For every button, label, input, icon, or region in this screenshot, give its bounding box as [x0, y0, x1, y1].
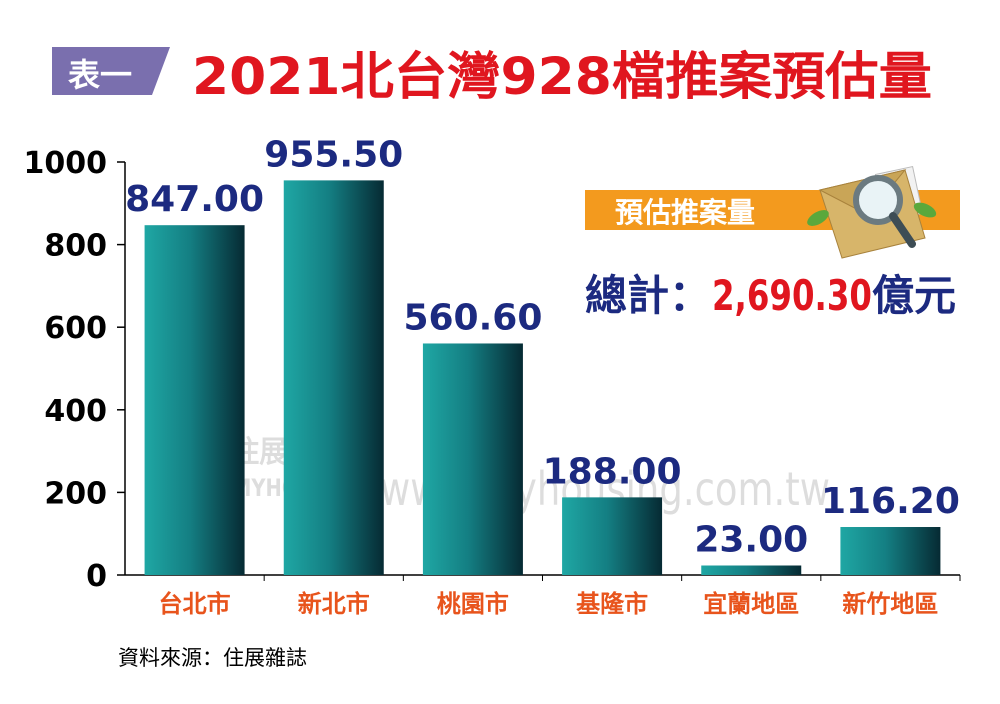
y-tick-label: 600	[44, 311, 107, 346]
data-label: 847.00	[125, 179, 264, 220]
y-tick-label: 800	[44, 229, 107, 264]
chart-header: 表一 2021北台灣928檔推案預估量	[52, 47, 932, 107]
y-tick-label: 0	[86, 559, 107, 594]
bar	[701, 565, 802, 575]
x-tick-label: 桃園市	[437, 590, 509, 618]
bar	[562, 497, 663, 575]
document-search-icon	[807, 165, 937, 259]
y-tick-label: 1000	[24, 146, 108, 181]
bar	[422, 343, 523, 575]
x-tick-label: 台北市	[159, 590, 231, 618]
data-label: 116.20	[821, 481, 960, 522]
summary-total-unit: 億元	[872, 271, 956, 320]
source-note: 資料來源：住展雜誌	[118, 646, 307, 670]
x-tick-label: 新北市	[298, 590, 370, 618]
x-tick-label: 宜蘭地區	[703, 590, 799, 618]
header-badge	[52, 47, 170, 95]
data-label: 955.50	[264, 134, 403, 175]
summary-panel: 預估推案量 總計： 2,690.30 億元	[585, 165, 960, 320]
data-label: 188.00	[543, 451, 682, 492]
bar-series	[144, 180, 941, 576]
data-label: 560.60	[403, 297, 542, 338]
summary-total-prefix: 總計：	[585, 271, 711, 320]
y-tick-label: 400	[44, 394, 107, 429]
header-badge-text: 表一	[68, 56, 132, 94]
y-axis: 0 200 400 600 800 1000	[24, 146, 126, 594]
y-tick-label: 200	[44, 476, 107, 511]
bar	[144, 225, 245, 575]
summary-label: 預估推案量	[615, 196, 755, 229]
data-label: 23.00	[694, 520, 808, 561]
bar	[840, 527, 941, 575]
x-tick-labels: 台北市 新北市 桃園市 基隆市 宜蘭地區 新竹地區	[159, 575, 961, 618]
summary-total-value: 2,690.30	[712, 271, 872, 320]
y-ticks: 0 200 400 600 800 1000	[24, 146, 125, 594]
x-tick-label: 基隆市	[576, 590, 648, 618]
chart-title: 2021北台灣928檔推案預估量	[192, 48, 932, 107]
x-tick-label: 新竹地區	[842, 590, 938, 618]
bar	[283, 180, 384, 576]
